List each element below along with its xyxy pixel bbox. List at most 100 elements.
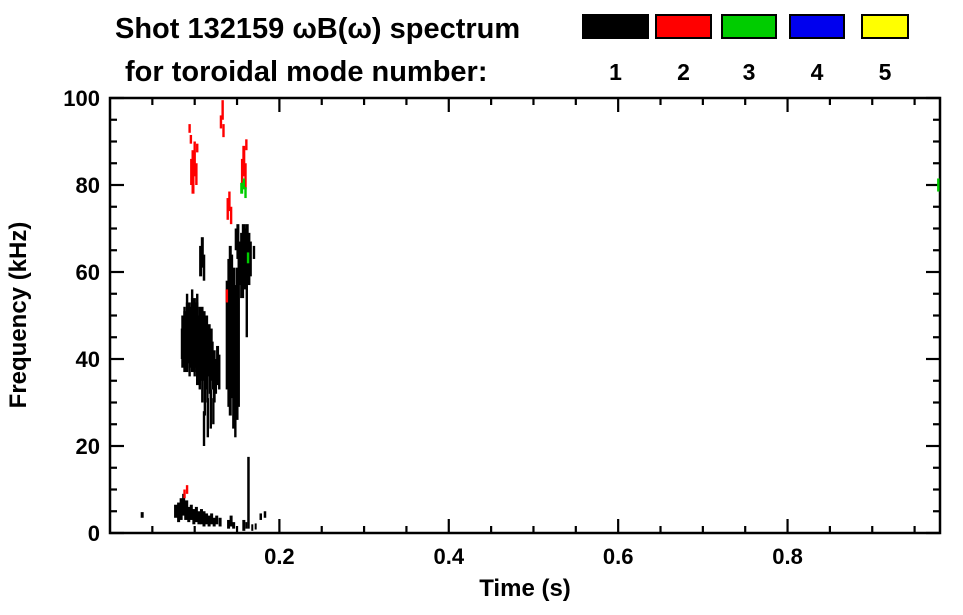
data-segment	[229, 515, 233, 527]
data-segment	[222, 124, 225, 138]
data-segment	[196, 315, 202, 386]
x-tick-label: 0.2	[264, 544, 295, 569]
data-segment	[245, 522, 248, 529]
series-toroidal-mode-2	[183, 100, 248, 499]
data-segment	[189, 504, 193, 520]
data-segment	[212, 517, 216, 527]
data-segment	[937, 178, 940, 192]
data-segment	[206, 324, 211, 377]
data-segment	[229, 206, 233, 225]
data-segment	[259, 513, 263, 520]
x-tick-label: 0.6	[603, 544, 634, 569]
data-segment	[225, 280, 229, 390]
data-segment	[190, 158, 193, 185]
y-tick-label: 0	[88, 521, 100, 546]
y-tick-label: 100	[63, 86, 100, 111]
legend-swatch-mode-3	[721, 14, 777, 39]
data-segment	[244, 187, 247, 199]
data-segment	[194, 506, 198, 523]
data-segment	[227, 519, 231, 529]
data-segment	[228, 245, 232, 416]
legend-number-mode-1: 1	[609, 59, 622, 85]
data-segment	[246, 252, 250, 264]
data-segment	[177, 502, 181, 523]
data-segment	[251, 524, 254, 531]
data-segment	[207, 515, 211, 527]
data-segment	[140, 512, 144, 518]
legend-number-mode-3: 3	[743, 59, 756, 85]
legend-swatch-mode-5	[861, 14, 909, 39]
data-segment	[185, 302, 191, 364]
data-segment	[200, 237, 204, 268]
data-segment	[212, 398, 215, 425]
data-segment	[225, 289, 229, 303]
data-segment	[244, 163, 247, 190]
data-segment	[245, 139, 248, 151]
data-segment	[215, 515, 219, 525]
data-segment	[202, 254, 206, 281]
data-segment	[243, 228, 248, 290]
data-segment	[234, 285, 237, 438]
data-segment	[206, 398, 210, 438]
x-tick-label: 0.8	[772, 544, 803, 569]
y-tick-label: 80	[76, 173, 100, 198]
series-toroidal-mode-1	[140, 224, 267, 531]
data-segment	[191, 150, 195, 194]
data-segment	[201, 311, 206, 381]
legend-swatch-mode-4	[789, 14, 845, 39]
legend-swatch-mode-1	[582, 14, 649, 39]
data-segment	[193, 302, 199, 368]
data-segment	[184, 500, 189, 520]
data-segment	[263, 511, 267, 518]
data-segment	[230, 254, 234, 399]
legend: 1 2 3 4 5	[582, 14, 909, 85]
data-segment	[179, 498, 183, 520]
y-tick-label: 40	[76, 347, 100, 372]
chart-title: Shot 132159 ωB(ω) spectrum	[115, 13, 520, 45]
legend-number-mode-5: 5	[879, 59, 892, 85]
data-segment	[228, 191, 231, 212]
data-segment	[192, 509, 196, 525]
data-segment	[204, 315, 209, 390]
legend-swatch-mode-2	[655, 14, 712, 39]
data-segment	[199, 245, 203, 277]
data-segment	[185, 485, 189, 494]
data-segment	[242, 145, 246, 177]
data-segment	[181, 315, 186, 368]
x-tick-label: 0.4	[433, 544, 464, 569]
data-segment	[242, 178, 246, 190]
data-segment	[232, 267, 236, 429]
data-segment	[237, 254, 240, 407]
data-segment	[195, 163, 198, 185]
data-segment	[190, 298, 196, 373]
series-toroidal-mode-3	[240, 178, 940, 264]
data-segment	[209, 328, 213, 381]
data-segment	[182, 493, 186, 516]
data-segment	[183, 489, 186, 499]
data-series	[140, 100, 940, 531]
data-segment	[240, 182, 244, 194]
data-segment	[197, 511, 201, 525]
data-segment	[245, 224, 249, 268]
data-segment	[193, 141, 196, 177]
data-segment	[221, 100, 224, 120]
data-segment	[252, 245, 256, 259]
data-segment	[249, 241, 252, 277]
data-segment	[212, 350, 216, 403]
data-segment	[183, 311, 189, 373]
data-segment	[240, 158, 244, 185]
data-segment	[205, 513, 209, 525]
data-segment	[188, 306, 194, 368]
data-segment	[232, 522, 236, 529]
data-segment	[227, 258, 230, 407]
data-segment	[242, 519, 246, 531]
data-segment	[209, 389, 212, 429]
data-segment	[210, 513, 214, 525]
data-segment	[198, 306, 204, 381]
data-segment	[202, 411, 206, 446]
legend-number-mode-2: 2	[677, 59, 690, 85]
legend-number-mode-4: 4	[811, 59, 824, 85]
data-segment	[218, 354, 221, 390]
